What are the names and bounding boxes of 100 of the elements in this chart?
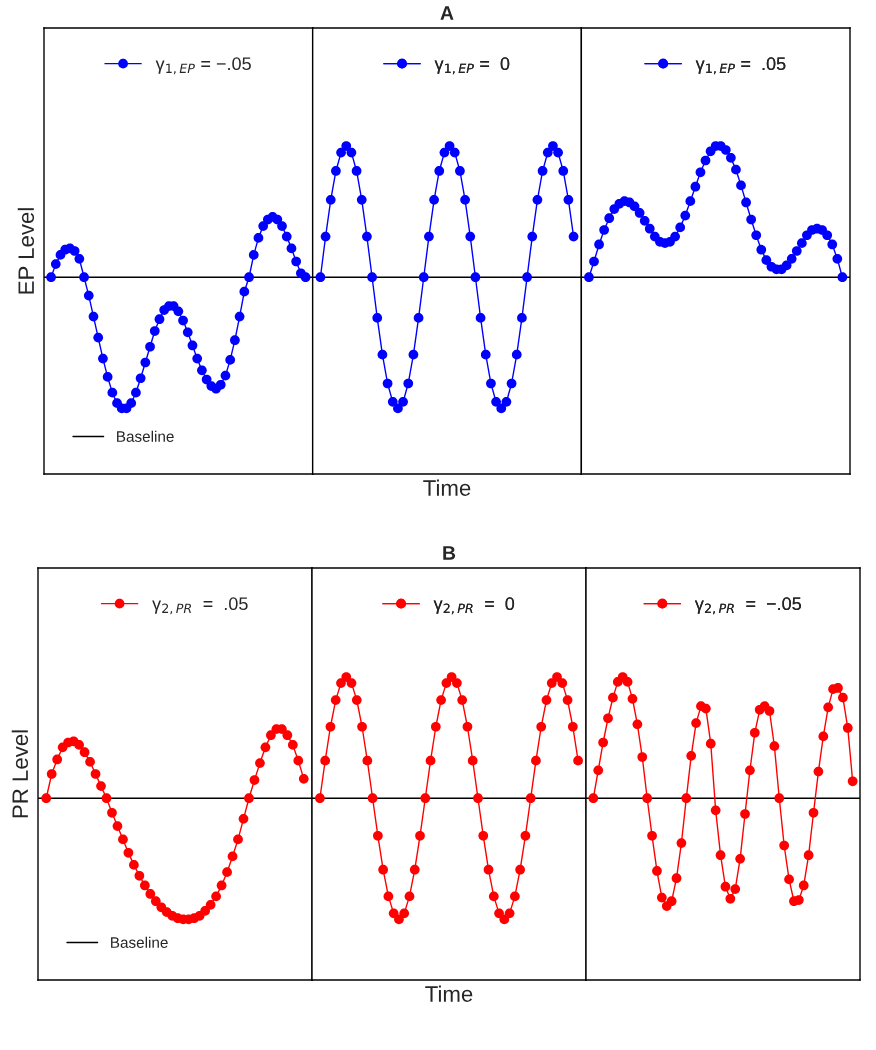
point <box>249 775 260 785</box>
x-axis-title: Time <box>423 479 471 496</box>
point <box>491 396 501 407</box>
point <box>79 747 90 758</box>
point <box>429 194 439 205</box>
point <box>803 850 814 861</box>
point <box>277 221 287 231</box>
point <box>568 231 579 242</box>
point <box>225 355 236 365</box>
point <box>837 272 848 283</box>
point <box>244 272 254 283</box>
point <box>494 908 504 919</box>
point <box>520 830 531 841</box>
point <box>695 167 706 178</box>
point <box>238 813 249 824</box>
point <box>145 341 155 352</box>
point <box>749 727 760 738</box>
point <box>357 721 367 732</box>
point <box>367 793 378 804</box>
point <box>537 166 548 176</box>
y-axis-title: PR Level <box>11 730 29 818</box>
point <box>637 752 648 762</box>
point <box>455 166 465 176</box>
point <box>281 231 292 242</box>
point <box>420 793 431 804</box>
point <box>593 765 604 776</box>
point <box>149 326 160 336</box>
point <box>145 889 156 899</box>
point <box>584 272 594 283</box>
point <box>685 196 696 207</box>
point <box>511 349 522 360</box>
point <box>462 721 473 732</box>
point <box>452 678 462 688</box>
point <box>608 692 618 703</box>
point <box>525 793 536 804</box>
point <box>470 272 481 283</box>
point <box>730 884 741 894</box>
point <box>222 867 232 878</box>
point <box>536 721 547 732</box>
point <box>740 809 750 819</box>
point <box>652 866 662 876</box>
point <box>205 900 216 910</box>
point <box>761 255 772 266</box>
point <box>230 335 240 346</box>
point <box>377 349 388 360</box>
point <box>563 194 574 205</box>
point <box>215 379 226 390</box>
point <box>553 147 563 158</box>
point <box>598 737 608 748</box>
point <box>220 370 231 381</box>
point <box>101 793 112 804</box>
point <box>764 706 775 716</box>
point <box>460 194 470 205</box>
point <box>594 239 604 250</box>
point <box>736 180 746 191</box>
point <box>779 840 790 851</box>
point <box>341 141 352 151</box>
point <box>293 755 304 766</box>
point <box>475 313 486 323</box>
point <box>465 231 476 242</box>
point <box>557 678 568 688</box>
point <box>413 313 424 323</box>
point <box>227 851 238 862</box>
point <box>483 864 494 875</box>
point <box>731 164 741 175</box>
point <box>341 672 352 682</box>
point <box>833 683 843 693</box>
point <box>424 231 434 242</box>
point <box>112 821 123 831</box>
point <box>418 272 429 283</box>
point <box>107 807 117 818</box>
point <box>398 396 408 407</box>
point <box>140 880 150 891</box>
point <box>517 313 527 323</box>
point <box>656 892 667 903</box>
point <box>741 197 751 208</box>
point <box>90 769 101 779</box>
point <box>644 223 655 234</box>
point <box>720 881 731 892</box>
point <box>515 864 525 875</box>
point <box>822 230 833 241</box>
point <box>404 891 415 902</box>
point <box>197 365 207 376</box>
point <box>187 340 198 351</box>
point <box>378 864 388 875</box>
point <box>791 246 802 256</box>
point <box>480 349 491 360</box>
point <box>710 805 721 816</box>
point <box>681 793 692 804</box>
legend-label: γ$_{1,EP}$ = .05 <box>695 57 786 75</box>
point <box>467 755 478 766</box>
point <box>123 847 134 858</box>
point <box>675 222 686 233</box>
point <box>436 695 446 705</box>
point <box>444 141 455 151</box>
point <box>367 272 377 283</box>
point <box>320 231 331 242</box>
point <box>573 755 583 766</box>
point <box>745 765 755 776</box>
point <box>409 864 420 875</box>
